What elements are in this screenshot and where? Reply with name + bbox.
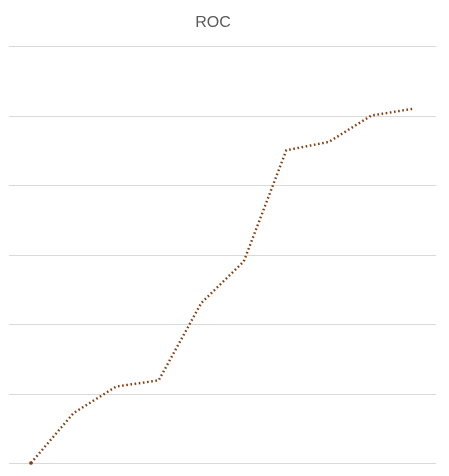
series-line-0 <box>30 107 415 464</box>
series-layer <box>29 107 415 465</box>
data-point <box>29 461 33 465</box>
chart-title: ROC <box>195 14 231 31</box>
gridlines <box>9 46 436 464</box>
